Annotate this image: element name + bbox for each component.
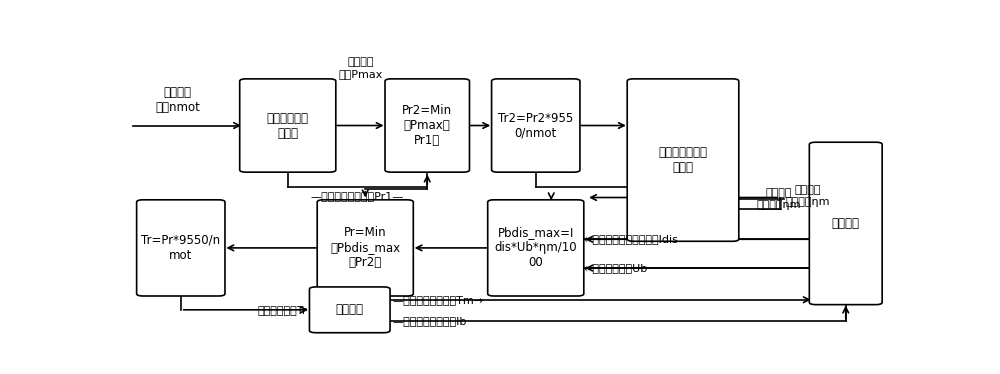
Text: 电机请求转矩Tr: 电机请求转矩Tr xyxy=(258,305,307,315)
Text: Tr=Pr*9550/n
mot: Tr=Pr*9550/n mot xyxy=(141,234,220,262)
FancyBboxPatch shape xyxy=(627,79,739,241)
Text: 电机峰值
功率Pmax: 电机峰值 功率Pmax xyxy=(338,57,383,79)
Text: 电机当前
转速nmot: 电机当前 转速nmot xyxy=(155,86,200,114)
Text: 电池系统: 电池系统 xyxy=(832,217,860,230)
Text: Pr=Min
（Pbdis_max
，Pr2）: Pr=Min （Pbdis_max ，Pr2） xyxy=(330,226,400,269)
Text: Tr2=Pr2*955
0/nmot: Tr2=Pr2*955 0/nmot xyxy=(498,111,573,140)
Text: —电池实际输出电流Ib: —电池实际输出电流Ib xyxy=(392,316,467,327)
Text: ←电池当前电压Ub: ←电池当前电压Ub xyxy=(584,263,648,273)
FancyBboxPatch shape xyxy=(492,79,580,172)
Text: 电机系统
运行效率ηm: 电机系统 运行效率ηm xyxy=(785,185,830,207)
Text: Pr2=Min
（Pmax，
Pr1）: Pr2=Min （Pmax， Pr1） xyxy=(402,104,452,147)
Text: —电机初次请求功率Pr1—: —电机初次请求功率Pr1— xyxy=(311,191,404,201)
Text: Pbdis_max=I
dis*Ub*ηm/10
00: Pbdis_max=I dis*Ub*ηm/10 00 xyxy=(494,226,577,269)
FancyBboxPatch shape xyxy=(240,79,336,172)
Text: ←电池允许最大放电电流Idis: ←电池允许最大放电电流Idis xyxy=(584,234,679,244)
Text: 电机系统: 电机系统 xyxy=(336,303,364,316)
FancyBboxPatch shape xyxy=(385,79,469,172)
Text: —电机实际输出转矩Tm→: —电机实际输出转矩Tm→ xyxy=(392,295,484,305)
FancyBboxPatch shape xyxy=(137,200,225,296)
Text: 电机系统
运行效率ηm: 电机系统 运行效率ηm xyxy=(757,188,801,210)
FancyBboxPatch shape xyxy=(317,200,413,296)
FancyBboxPatch shape xyxy=(309,287,390,333)
Text: 电机系统效率查
表模型: 电机系统效率查 表模型 xyxy=(658,146,708,174)
Text: 电机外特性查
表模型: 电机外特性查 表模型 xyxy=(267,111,309,140)
FancyBboxPatch shape xyxy=(809,142,882,305)
FancyBboxPatch shape xyxy=(488,200,584,296)
